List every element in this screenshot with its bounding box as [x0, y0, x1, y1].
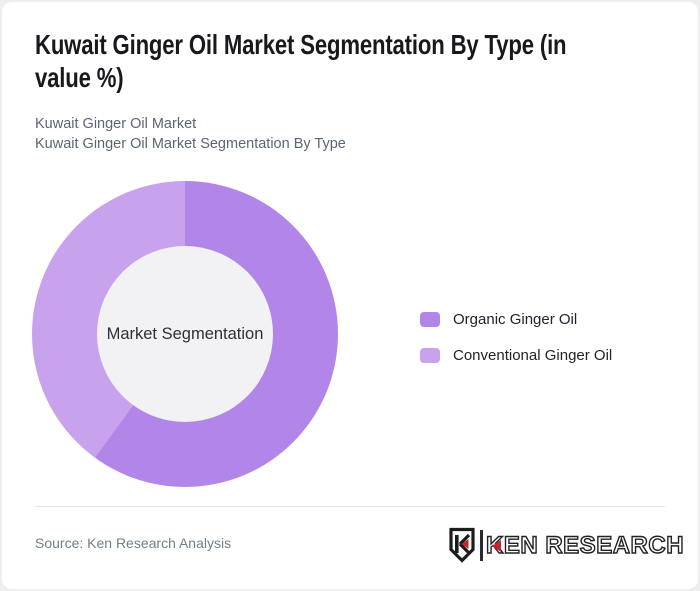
page-title-line-2: value %) [35, 62, 124, 93]
legend-label-organic: Organic Ginger Oil [453, 310, 578, 328]
legend-swatch-conventional-icon [420, 347, 440, 363]
donut-center-label: Market Segmentation [106, 324, 264, 343]
legend-item-conventional[interactable]: Conventional Ginger Oil [420, 344, 612, 366]
ken-research-shield-k-icon [449, 527, 475, 563]
logo-divider-bar [479, 530, 483, 561]
chart-subtitle-line-2: Kuwait Ginger Oil Market Segmentation By… [35, 136, 346, 152]
ken-research-logo: KEN RESEARCH [448, 526, 684, 566]
donut-chart-hole: Market Segmentation [97, 246, 273, 422]
page-title-line-1: Kuwait Ginger Oil Market Segmentation By… [35, 29, 567, 60]
legend-item-organic[interactable]: Organic Ginger Oil [420, 308, 612, 330]
chart-legend: Organic Ginger Oil Conventional Ginger O… [420, 308, 612, 380]
legend-label-conventional: Conventional Ginger Oil [453, 346, 613, 364]
source-note: Source: Ken Research Analysis [35, 535, 232, 551]
chart-subtitle-line-1: Kuwait Ginger Oil Market [35, 116, 197, 132]
logo-wordmark: KEN RESEARCH [485, 531, 685, 559]
donut-chart[interactable]: Market Segmentation [32, 181, 338, 487]
chart-subtitle: Kuwait Ginger Oil Market Kuwait Ginger O… [35, 114, 346, 154]
logo-red-arrow-icon [492, 540, 501, 552]
footer-divider [35, 506, 665, 507]
page-title: Kuwait Ginger Oil Market Segmentation By… [35, 28, 698, 94]
legend-swatch-organic-icon [420, 311, 440, 327]
